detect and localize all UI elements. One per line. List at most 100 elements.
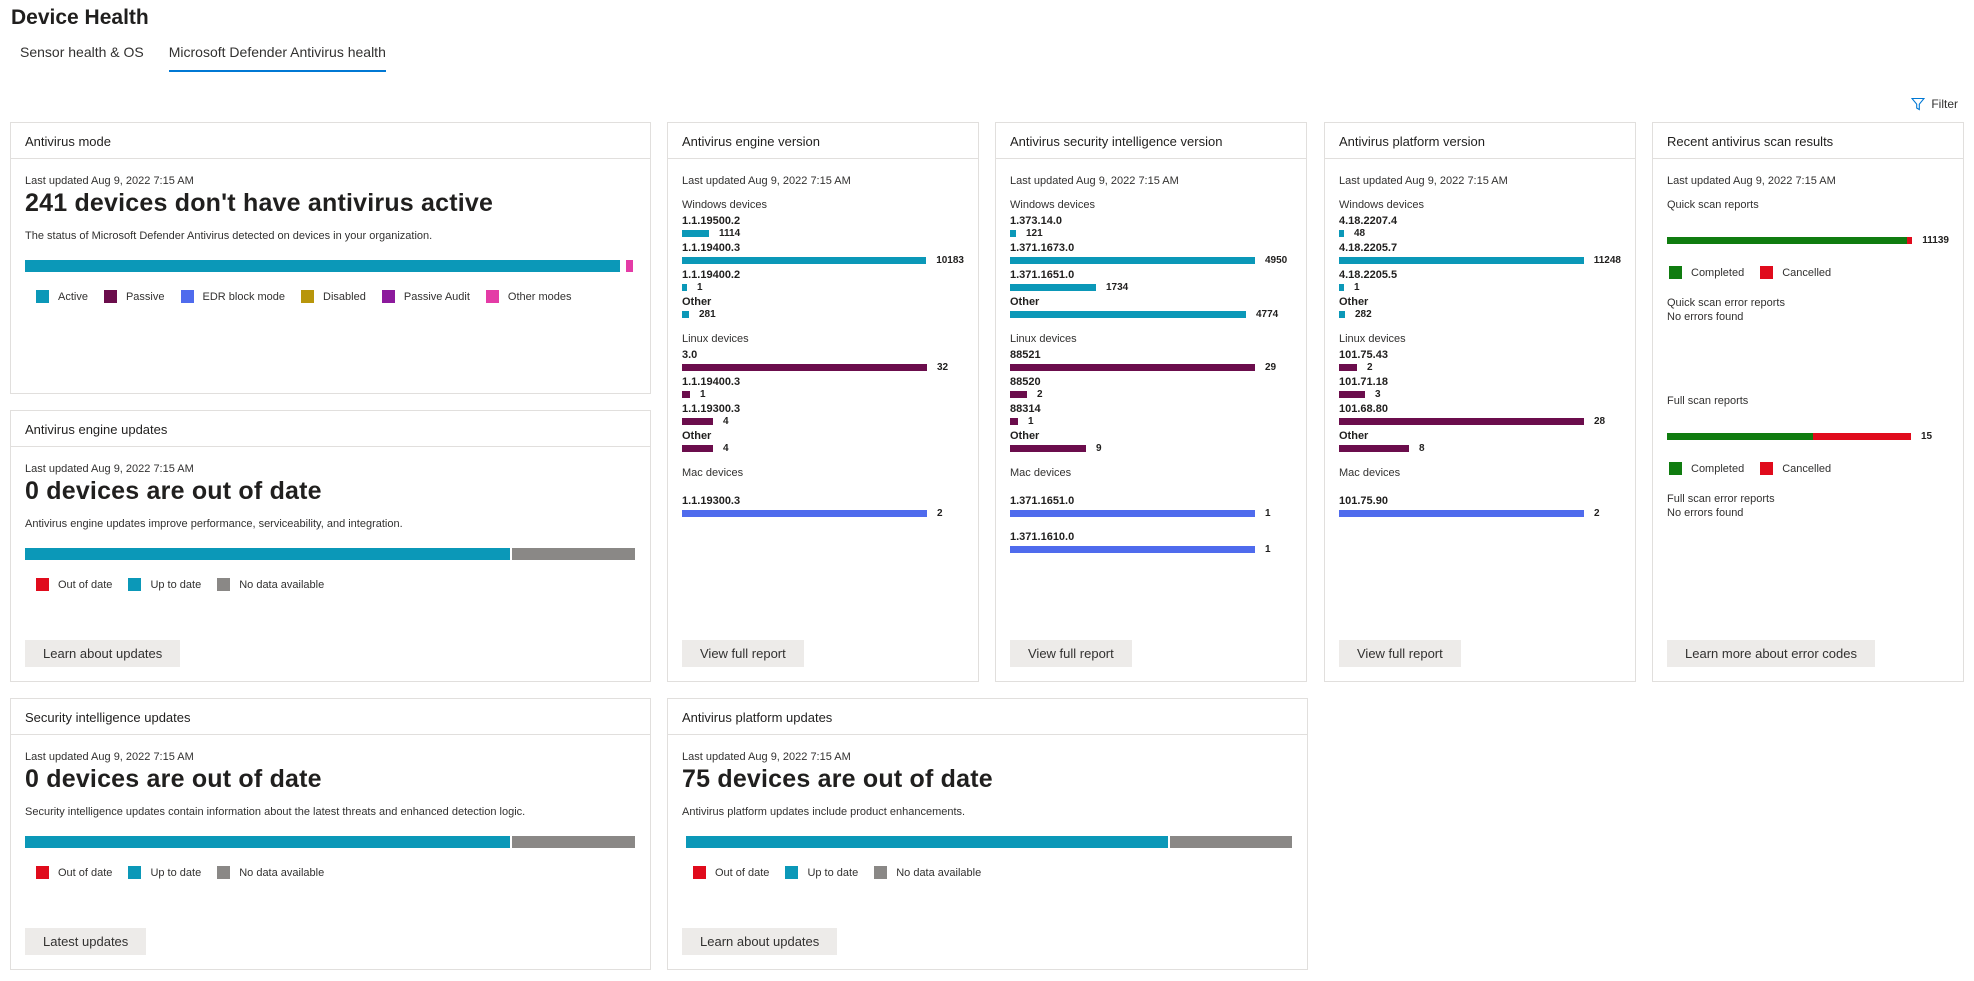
bar-label: 1.371.1651.0 bbox=[1010, 269, 1075, 281]
bar-value: 10183 bbox=[936, 254, 964, 266]
bar-row: Other 9 bbox=[1010, 430, 1292, 454]
bar-label: 4.18.2205.7 bbox=[1339, 242, 1398, 254]
bar: 1 bbox=[1010, 543, 1292, 555]
view-full-report-button[interactable]: View full report bbox=[1010, 640, 1132, 667]
legend-item: Cancelled bbox=[1760, 462, 1831, 475]
bar-fill bbox=[682, 390, 690, 398]
learn-more-error-codes-button[interactable]: Learn more about error codes bbox=[1667, 640, 1875, 667]
legend: Out of date Up to date No data available bbox=[25, 578, 636, 591]
bar-label: 4.18.2205.5 bbox=[1339, 269, 1398, 281]
description: Security intelligence updates contain in… bbox=[25, 806, 526, 818]
legend: Completed Cancelled bbox=[1667, 266, 1949, 279]
section-label: Linux devices bbox=[1339, 333, 1406, 345]
card-title: Antivirus mode bbox=[11, 123, 650, 159]
bar: 10183 bbox=[682, 254, 964, 266]
view-full-report-button[interactable]: View full report bbox=[682, 640, 804, 667]
bar-value: 4950 bbox=[1265, 254, 1288, 266]
bar-fill bbox=[682, 444, 713, 452]
section-label: Mac devices bbox=[1339, 467, 1401, 479]
bar-fill bbox=[1339, 390, 1365, 398]
legend-item: Out of date bbox=[36, 866, 112, 879]
bar-fill bbox=[1339, 417, 1584, 425]
engine-version-card: Antivirus engine version Last updated Au… bbox=[667, 122, 979, 682]
filter-button[interactable]: Filter bbox=[1911, 97, 1958, 111]
bar-value: 4774 bbox=[1256, 308, 1279, 320]
learn-about-updates-button[interactable]: Learn about updates bbox=[682, 928, 838, 955]
bar: 28 bbox=[1339, 415, 1621, 427]
bar-row: 101.71.18 3 bbox=[1339, 376, 1621, 400]
learn-about-updates-button[interactable]: Learn about updates bbox=[25, 640, 181, 667]
legend-item: Cancelled bbox=[1760, 266, 1831, 279]
legend-item: Up to date bbox=[128, 866, 201, 879]
bar-value: 1 bbox=[1028, 415, 1034, 427]
bar-fill bbox=[1010, 310, 1246, 318]
bar: 4 bbox=[682, 442, 964, 454]
tab-sensor-health[interactable]: Sensor health & OS bbox=[20, 44, 144, 60]
filter-label: Filter bbox=[1931, 97, 1958, 111]
section-label: Windows devices bbox=[1339, 199, 1424, 211]
bar-fill bbox=[682, 256, 927, 264]
bar-fill bbox=[682, 417, 713, 425]
legend-item: Passive Audit bbox=[381, 290, 470, 303]
bar-value: 9 bbox=[1096, 442, 1102, 454]
bar: 1734 bbox=[1010, 281, 1292, 293]
bar-segment-up-to-date bbox=[25, 548, 510, 560]
bar-segment-gap bbox=[620, 260, 626, 272]
bar-fill bbox=[1339, 310, 1345, 318]
bar-row: Other 8 bbox=[1339, 430, 1621, 454]
bar-value: 1 bbox=[697, 281, 703, 293]
bar-segment-cancelled bbox=[1907, 236, 1913, 244]
bar: 4774 bbox=[1010, 308, 1292, 320]
bar: 282 bbox=[1339, 308, 1621, 320]
legend-item: Out of date bbox=[36, 578, 112, 591]
bar-row: 1.371.1673.0 4950 bbox=[1010, 242, 1292, 266]
bar-label: 3.0 bbox=[682, 349, 698, 361]
legend-item: No data available bbox=[217, 578, 324, 591]
last-updated: Last updated Aug 9, 2022 7:15 AM bbox=[682, 751, 851, 763]
bar-segment-no-data bbox=[512, 548, 635, 560]
bar-row: Other 4774 bbox=[1010, 296, 1292, 320]
bar-segment-cancelled bbox=[1813, 432, 1911, 440]
bar-label: 1.1.19400.3 bbox=[682, 242, 741, 254]
bar-label: 1.371.1610.0 bbox=[1010, 531, 1075, 543]
bar-label: Other bbox=[1010, 430, 1040, 442]
platform-updates-card: Antivirus platform updates Last updated … bbox=[667, 698, 1308, 970]
card-title: Security intelligence updates bbox=[11, 699, 650, 735]
section-label: Linux devices bbox=[1010, 333, 1077, 345]
bar-fill bbox=[1339, 256, 1584, 264]
bar-value: 29 bbox=[1265, 361, 1277, 373]
bar-row: 101.75.90 2 bbox=[1339, 495, 1621, 519]
last-updated: Last updated Aug 9, 2022 7:15 AM bbox=[1667, 175, 1836, 187]
card-title: Antivirus engine version bbox=[668, 123, 978, 159]
bar-row: 1.1.19300.3 2 bbox=[682, 495, 964, 519]
latest-updates-button[interactable]: Latest updates bbox=[25, 928, 147, 955]
legend-item: Up to date bbox=[128, 578, 201, 591]
full-scan-label: Full scan reports bbox=[1667, 395, 1749, 407]
bar-row: Other 282 bbox=[1339, 296, 1621, 320]
bar: 2 bbox=[682, 507, 964, 519]
bar-label: Other bbox=[1339, 296, 1369, 308]
bar-label: 1.1.19400.3 bbox=[682, 376, 741, 388]
legend-item: Up to date bbox=[785, 866, 858, 879]
bar-segment-no-data bbox=[512, 836, 635, 848]
tab-defender-antivirus-health[interactable]: Microsoft Defender Antivirus health bbox=[168, 44, 386, 72]
bar: 1 bbox=[682, 281, 964, 293]
bar-row: 1.371.1651.0 1 bbox=[1010, 495, 1292, 519]
mode-stacked-bar bbox=[25, 260, 637, 272]
last-updated: Last updated Aug 9, 2022 7:15 AM bbox=[25, 175, 194, 187]
bar-fill bbox=[1010, 229, 1016, 237]
bar-row: 1.1.19500.2 1114 bbox=[682, 215, 964, 239]
description: The status of Microsoft Defender Antivir… bbox=[25, 230, 433, 242]
bar-value: 2 bbox=[1037, 388, 1043, 400]
updates-stacked-bar bbox=[686, 836, 1292, 848]
bar-fill bbox=[1010, 390, 1027, 398]
bar-row: 3.0 32 bbox=[682, 349, 964, 373]
bar-value: 1 bbox=[1354, 281, 1360, 293]
view-full-report-button[interactable]: View full report bbox=[1339, 640, 1461, 667]
bar-label: 88521 bbox=[1010, 349, 1041, 361]
bar: 2 bbox=[1339, 361, 1621, 373]
bar-row: 1.1.19400.3 10183 bbox=[682, 242, 964, 266]
bar-fill bbox=[1339, 509, 1584, 517]
bar-value: 28 bbox=[1594, 415, 1606, 427]
section-label: Mac devices bbox=[1010, 467, 1072, 479]
